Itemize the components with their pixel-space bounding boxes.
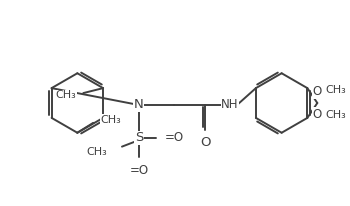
Text: O: O — [313, 85, 322, 98]
Text: =O: =O — [129, 164, 148, 178]
Text: O: O — [313, 108, 322, 121]
Text: CH₃: CH₃ — [56, 90, 76, 100]
Text: CH₃: CH₃ — [325, 85, 346, 95]
Text: =O: =O — [164, 131, 184, 144]
Text: O: O — [200, 136, 210, 149]
Text: CH₃: CH₃ — [86, 147, 107, 157]
Text: CH₃: CH₃ — [325, 110, 346, 120]
Text: NH: NH — [221, 98, 239, 111]
Text: N: N — [134, 98, 144, 111]
Text: CH₃: CH₃ — [100, 115, 121, 125]
Text: S: S — [135, 131, 143, 144]
